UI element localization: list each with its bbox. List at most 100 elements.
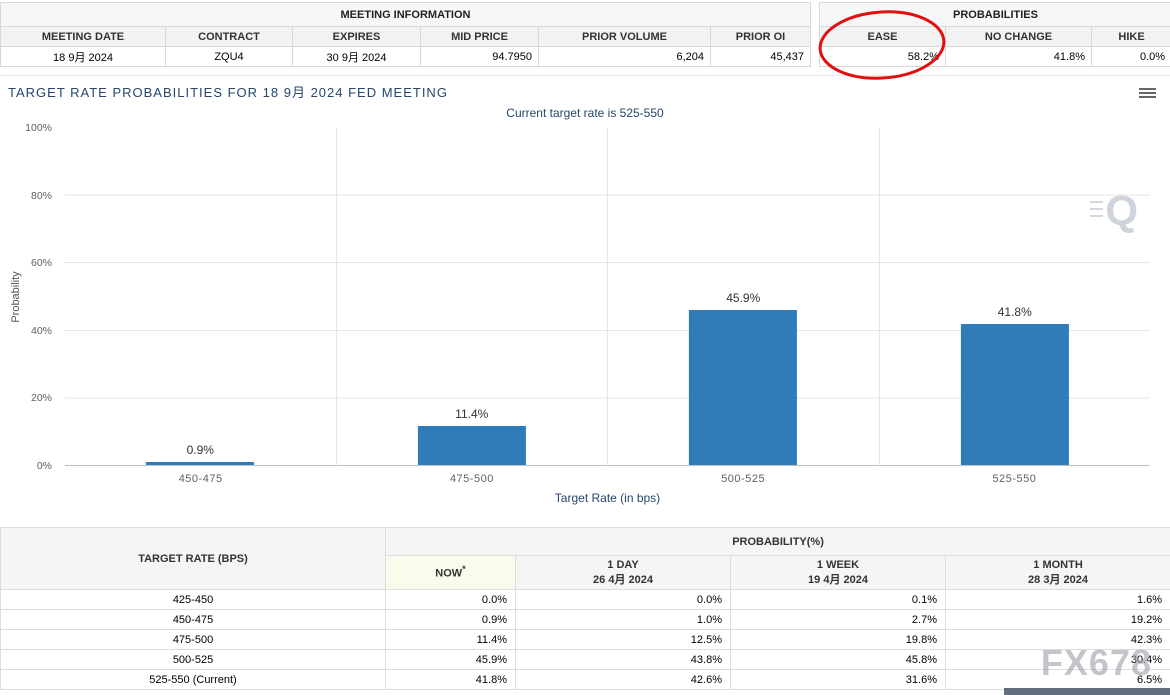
col-1-month: 1 MONTH 28 3月 2024 [944, 555, 1170, 590]
chart-title: TARGET RATE PROBABILITIES FOR 18 9月 2024… [8, 85, 448, 100]
x-axis-title: Target Rate (in bps) [554, 491, 661, 505]
x-axis-labels: 450-475 475-500 500-525 525-550 [65, 473, 1150, 485]
hamburger-menu-icon[interactable] [1139, 86, 1156, 100]
probabilities-value-row: 58.2% 41.8% 0.0% [819, 46, 1170, 67]
col-1-day: 1 DAY 26 4月 2024 [515, 555, 731, 590]
history-subheader-row: NOW* 1 DAY 26 4月 2024 1 WEEK 19 4月 2024 … [1, 555, 1170, 590]
target-rate-cell: 425-450 [0, 589, 386, 610]
y-axis-tick: 0% [36, 460, 52, 472]
history-table-row: 500-525 45.9% 43.8% 45.8% 30.4% [0, 649, 1170, 670]
probability-cell: 30.4% [944, 649, 1170, 670]
bar-500-525[interactable] [689, 309, 798, 465]
y-axis-ticks: 0% 20% 40% 60% 80% 100% [0, 122, 58, 472]
probability-cell: 45.8% [730, 649, 946, 670]
category-slot: 0.9% [65, 128, 337, 465]
col-no-change: NO CHANGE [945, 26, 1092, 47]
col-now: NOW* [385, 555, 516, 590]
plot-area: 0.9% 11.4% 45.9% 41.8% Q [65, 128, 1150, 466]
y-axis-tick: 60% [30, 257, 52, 270]
x-axis-category-label: 475-500 [449, 473, 494, 485]
fedwatch-chart-panel: TARGET RATE PROBABILITIES FOR 18 9月 2024… [0, 75, 1170, 521]
probability-cell: 12.5% [515, 629, 731, 650]
x-axis-category-label: 500-525 [721, 473, 766, 485]
now-asterisk: * [462, 564, 466, 575]
bar-value-label: 41.8% [997, 304, 1032, 319]
col-ease: EASE [819, 26, 946, 47]
probabilities-table: PROBABILITIES EASE NO CHANGE HIKE 58.2% … [818, 2, 1170, 67]
history-table-row: 425-450 0.0% 0.0% 0.1% 1.6% [0, 589, 1170, 610]
probability-cell: 19.8% [730, 629, 946, 650]
category-slot: 41.8% [880, 128, 1151, 465]
q-watermark-letter: Q [1105, 187, 1138, 234]
probability-cell: 1.0% [515, 609, 731, 630]
meeting-information-table: MEETING INFORMATION MEETING DATE CONTRAC… [0, 2, 811, 67]
ease-value: 58.2% [819, 46, 946, 67]
y-axis-tick: 80% [30, 189, 52, 202]
y-axis-tick: 100% [25, 122, 52, 134]
probability-cell: 0.0% [515, 589, 731, 610]
hike-value: 0.0% [1090, 46, 1170, 67]
col-prior-volume: PRIOR VOLUME [538, 26, 711, 47]
probability-cell: 43.8% [515, 649, 731, 670]
prior-oi-value: 45,437 [710, 46, 811, 67]
q-watermark-lines [1090, 201, 1104, 221]
col-prior-oi: PRIOR OI [710, 26, 811, 47]
no-change-value: 41.8% [945, 46, 1092, 67]
prior-volume-value: 6,204 [538, 46, 711, 67]
probability-history-table: TARGET RATE (BPS) PROBABILITY(%) NOW* 1 … [0, 527, 1170, 690]
meeting-info-value-row: 18 9月 2024 ZQU4 30 9月 2024 94.7950 6,204… [0, 46, 811, 67]
col-1-week: 1 WEEK 19 4月 2024 [730, 555, 946, 590]
bar-475-500[interactable] [417, 426, 526, 465]
col-meeting-date: MEETING DATE [0, 26, 166, 47]
x-axis-category-label: 450-475 [178, 473, 223, 485]
target-rate-header: TARGET RATE (BPS) [0, 527, 386, 590]
mid-price-value: 94.7950 [420, 46, 539, 67]
col-contract: CONTRACT [165, 26, 293, 47]
probability-cell: 1.6% [944, 589, 1170, 610]
target-rate-cell: 450-475 [0, 609, 386, 630]
bottom-dark-strip [1004, 688, 1170, 695]
probability-cell: 42.3% [944, 629, 1170, 650]
col-mid-price: MID PRICE [420, 26, 539, 47]
bar-value-label: 45.9% [726, 290, 761, 305]
bar-525-550[interactable] [960, 323, 1069, 465]
expires-value: 30 9月 2024 [292, 46, 421, 67]
y-axis-tick: 40% [30, 324, 52, 337]
col-hike: HIKE [1090, 26, 1170, 47]
target-rate-cell: 475-500 [0, 629, 386, 650]
probability-cell: 45.9% [385, 649, 516, 670]
target-rate-cell: 500-525 [0, 649, 386, 670]
history-table-row: 475-500 11.4% 12.5% 19.8% 42.3% [0, 629, 1170, 650]
probabilities-title: PROBABILITIES [818, 2, 1170, 27]
bar-value-label: 11.4% [455, 407, 489, 422]
probability-cell: 0.1% [730, 589, 946, 610]
meeting-info-title: MEETING INFORMATION [0, 2, 811, 27]
probability-cell: 0.9% [385, 609, 516, 630]
category-slot: 11.4% [337, 128, 608, 465]
chart-subtitle: Current target rate is 525-550 [506, 106, 664, 120]
bar-450-475[interactable] [146, 461, 255, 465]
probabilities-header-row: EASE NO CHANGE HIKE [819, 26, 1170, 47]
top-summary-tables: MEETING INFORMATION MEETING DATE CONTRAC… [0, 0, 1170, 67]
probability-cell: 42.6% [515, 669, 731, 690]
target-rate-cell: 525-550 (Current) [0, 669, 386, 690]
x-axis-category-label: 525-550 [992, 473, 1037, 485]
probability-cell: 41.8% [385, 669, 516, 690]
q-watermark-icon: Q [1090, 190, 1138, 232]
probability-cell: 0.0% [385, 589, 516, 610]
y-axis-tick: 20% [30, 392, 52, 405]
col-expires: EXPIRES [292, 26, 421, 47]
probability-cell: 6.5% [944, 669, 1170, 690]
meeting-info-header-row: MEETING DATE CONTRACT EXPIRES MID PRICE … [0, 26, 811, 47]
probability-cell: 2.7% [730, 609, 946, 630]
probability-group-header: PROBABILITY(%) [384, 527, 1170, 556]
meeting-date-value: 18 9月 2024 [0, 46, 166, 67]
history-table-row: 450-475 0.9% 1.0% 2.7% 19.2% [0, 609, 1170, 630]
probability-cell: 11.4% [385, 629, 516, 650]
category-slot: 45.9% [608, 128, 880, 465]
contract-value: ZQU4 [165, 46, 293, 67]
bar-value-label: 0.9% [186, 442, 214, 457]
history-table-row: 525-550 (Current) 41.8% 42.6% 31.6% 6.5% [0, 669, 1170, 690]
probability-cell: 31.6% [730, 669, 946, 690]
probability-cell: 19.2% [944, 609, 1170, 630]
